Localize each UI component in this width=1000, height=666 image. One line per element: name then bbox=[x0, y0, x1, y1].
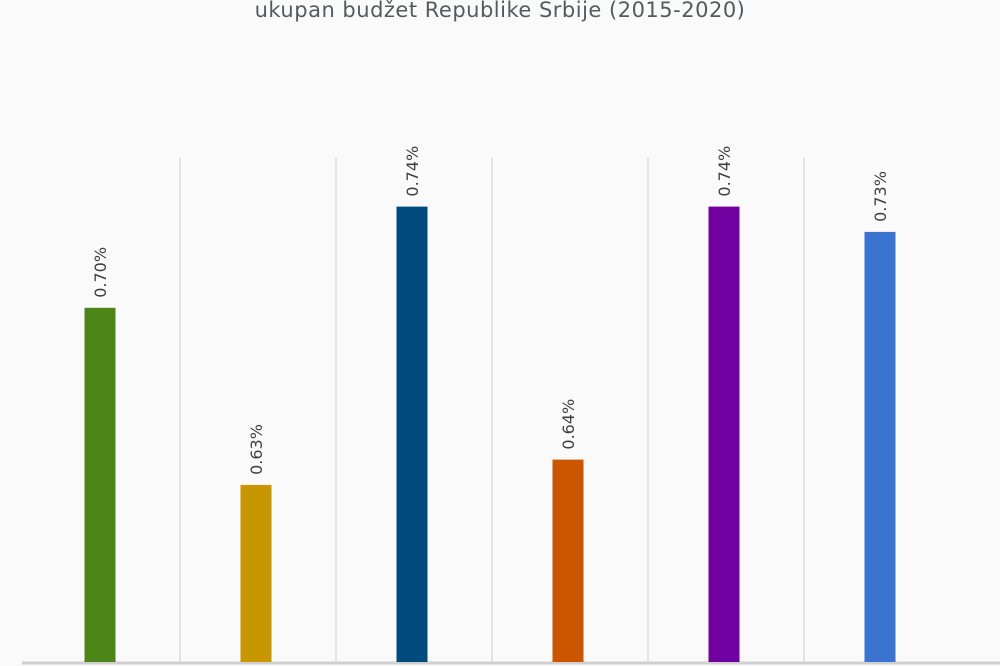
bar-2020 bbox=[864, 231, 896, 662]
bar-2017 bbox=[396, 206, 428, 662]
bar-2018 bbox=[552, 459, 584, 662]
bar-2016 bbox=[240, 484, 272, 662]
data-label: 0.64% bbox=[559, 399, 578, 450]
bar-2015 bbox=[84, 307, 116, 662]
data-label: 0.74% bbox=[403, 146, 422, 197]
data-label: 0.73% bbox=[871, 171, 890, 222]
data-label: 0.70% bbox=[91, 247, 110, 298]
bar-2019 bbox=[708, 206, 740, 662]
data-label: 0.63% bbox=[247, 424, 266, 475]
chart-title: ukupan budžet Republike Srbije (2015-202… bbox=[254, 0, 746, 22]
data-label: 0.74% bbox=[715, 146, 734, 197]
